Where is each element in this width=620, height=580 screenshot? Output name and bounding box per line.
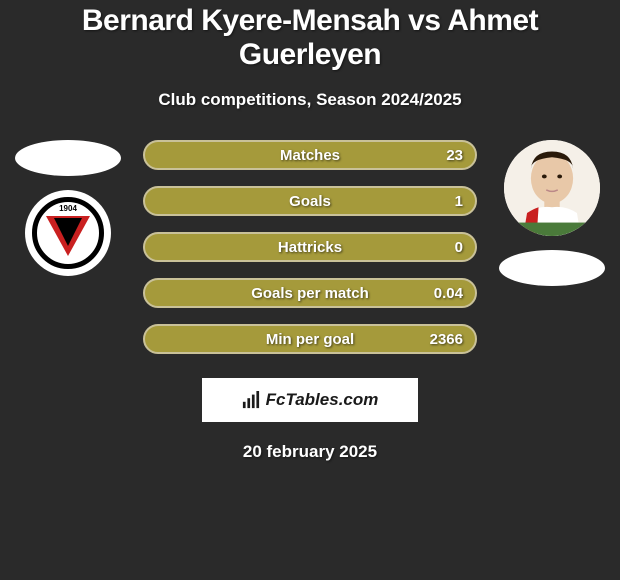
player-left-avatar-placeholder [15,140,121,176]
main-row: 1904 Matches 23 Goals 1 Hattricks 0 Goal… [0,140,620,354]
stat-label: Min per goal [266,331,354,348]
player-right-avatar [504,140,600,236]
infographic-container: Bernard Kyere-Mensah vs Ahmet Guerleyen … [0,0,620,462]
stat-value-right: 0 [455,239,463,256]
club-badge-left: 1904 [25,190,111,276]
stat-value-right: 1 [455,193,463,210]
stat-bar-hattricks: Hattricks 0 [143,232,477,262]
page-title: Bernard Kyere-Mensah vs Ahmet Guerleyen [0,4,620,72]
brand-box: FcTables.com [202,378,418,422]
player-left-column: 1904 [8,140,128,276]
stat-label: Goals per match [251,285,369,302]
stat-bar-min-per-goal: Min per goal 2366 [143,324,477,354]
club-v-shape-inner [54,218,82,246]
club-badge-inner: 1904 [32,197,104,269]
chart-icon [242,391,260,409]
player-right-column [492,140,612,286]
stat-value-right: 23 [446,147,463,164]
stat-label: Hattricks [278,239,342,256]
stats-column: Matches 23 Goals 1 Hattricks 0 Goals per… [135,140,485,354]
stat-label: Matches [280,147,340,164]
stat-bar-goals: Goals 1 [143,186,477,216]
date-text: 20 february 2025 [0,442,620,462]
club-badge-right-placeholder [499,250,605,286]
club-year: 1904 [59,204,77,213]
stat-bar-goals-per-match: Goals per match 0.04 [143,278,477,308]
stat-value-right: 0.04 [434,285,463,302]
brand-text: FcTables.com [266,390,379,410]
avatar-icon [504,140,600,236]
stat-value-right: 2366 [430,331,463,348]
stat-bar-matches: Matches 23 [143,140,477,170]
subtitle: Club competitions, Season 2024/2025 [0,90,620,110]
stat-label: Goals [289,193,331,210]
